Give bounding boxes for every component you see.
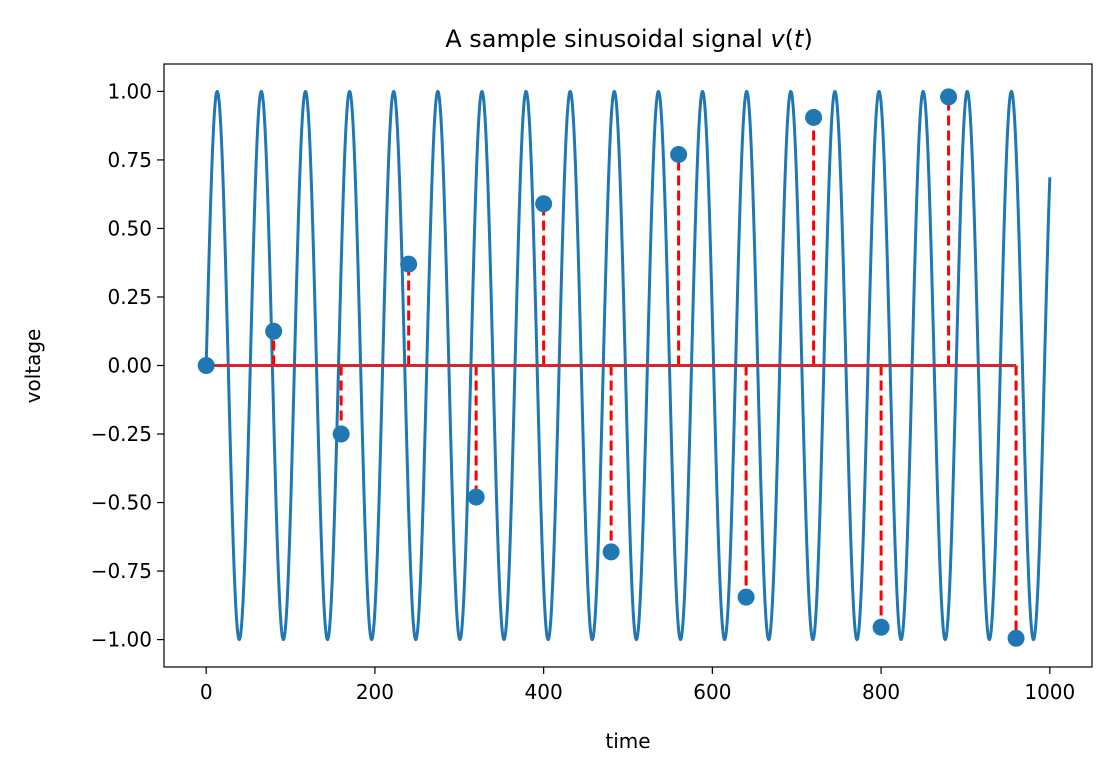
y-tick-label: −0.75	[91, 559, 152, 583]
y-tick-label: 0.00	[107, 354, 152, 378]
signal-line	[204, 89, 1052, 642]
sample-point	[872, 618, 890, 636]
y-tick-label: −0.25	[91, 422, 152, 446]
sample-point	[670, 145, 688, 163]
y-tick-label: 0.25	[107, 285, 152, 309]
y-tick-label: 0.50	[107, 216, 152, 240]
sample-point	[805, 108, 823, 126]
y-tick-label: 1.00	[107, 79, 152, 103]
sample-point	[197, 357, 215, 374]
sample-point	[940, 88, 958, 106]
sample-point	[332, 425, 350, 443]
x-tick-label: 0	[200, 680, 213, 704]
x-axis-label: time	[605, 729, 650, 753]
x-tick-label: 600	[693, 680, 731, 704]
sample-point	[400, 255, 418, 273]
y-tick-label: −1.00	[91, 628, 152, 652]
x-tick-label: 800	[862, 680, 900, 704]
x-tick-label: 400	[525, 680, 563, 704]
x-tick-label: 200	[356, 680, 394, 704]
sample-point	[265, 322, 283, 340]
y-tick-label: 0.75	[107, 148, 152, 172]
sample-point	[602, 543, 620, 561]
sample-point	[535, 195, 553, 213]
y-tick-label: −0.50	[91, 491, 152, 515]
sample-point	[467, 488, 485, 506]
x-tick-label: 1000	[1024, 680, 1075, 704]
sample-point	[1007, 629, 1025, 647]
chart-title: A sample sinusoidal signal v(t)	[445, 25, 813, 53]
sample-point	[737, 588, 755, 606]
y-axis-label: voltage	[21, 329, 45, 404]
